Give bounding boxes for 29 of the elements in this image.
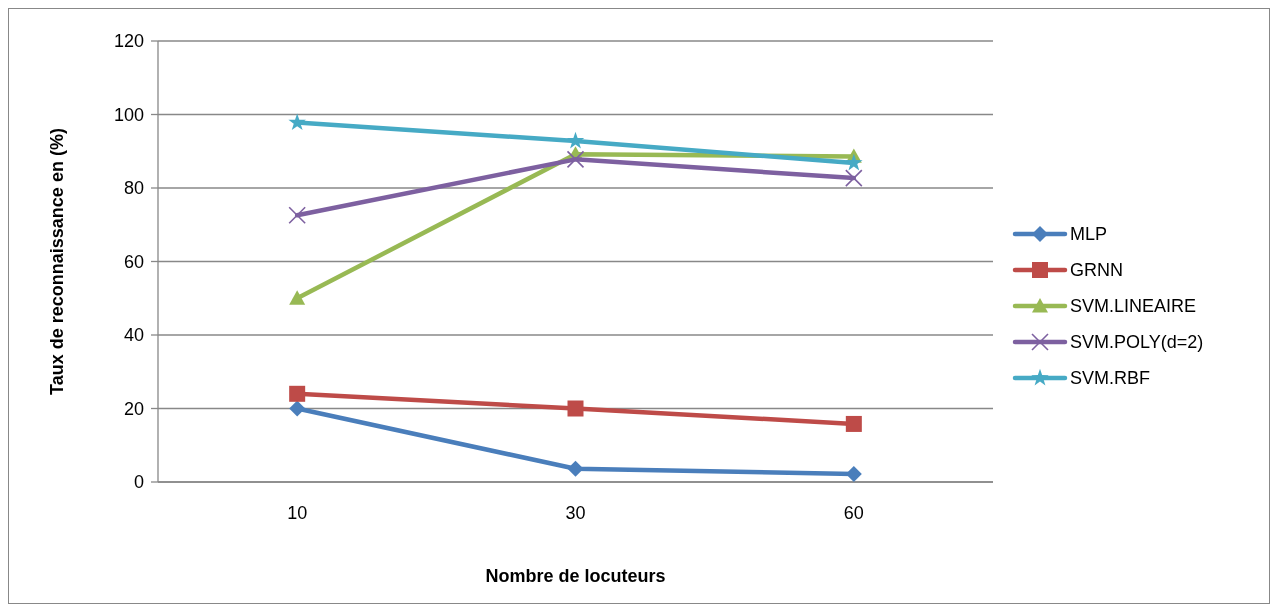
- legend-label: SVM.LINEAIRE: [1070, 296, 1197, 317]
- legend-label: GRNN: [1070, 260, 1123, 281]
- point: [845, 415, 862, 432]
- point: [845, 169, 863, 187]
- y-tick-label: 40: [123, 325, 144, 346]
- x-tick-label: 10: [287, 503, 308, 523]
- y-tick-label: 60: [123, 251, 144, 272]
- point: [289, 385, 306, 402]
- x-tick-label: 60: [843, 503, 864, 523]
- legend-label: SVM.POLY(d=2): [1070, 332, 1204, 353]
- legend-label: MLP: [1070, 224, 1108, 245]
- point: [566, 131, 585, 149]
- point: [567, 400, 584, 417]
- point: [288, 113, 306, 131]
- y-tick-label: 80: [123, 178, 144, 199]
- point: [566, 150, 585, 169]
- point: [289, 290, 306, 305]
- point: [288, 206, 306, 224]
- x-axis-title: Nombre de locuteurs: [485, 566, 666, 586]
- y-tick-label: 100: [113, 104, 144, 125]
- point: [289, 400, 306, 417]
- point: [567, 460, 584, 477]
- y-tick-label: 120: [113, 31, 144, 52]
- y-tick-label: 0: [133, 472, 144, 493]
- y-tick-label: 20: [123, 398, 144, 419]
- y-axis-title: Taux de reconnaissance en (%): [47, 128, 67, 395]
- x-tick-label: 30: [565, 503, 586, 523]
- legend-label: SVM.RBF: [1070, 368, 1151, 389]
- point: [845, 153, 863, 171]
